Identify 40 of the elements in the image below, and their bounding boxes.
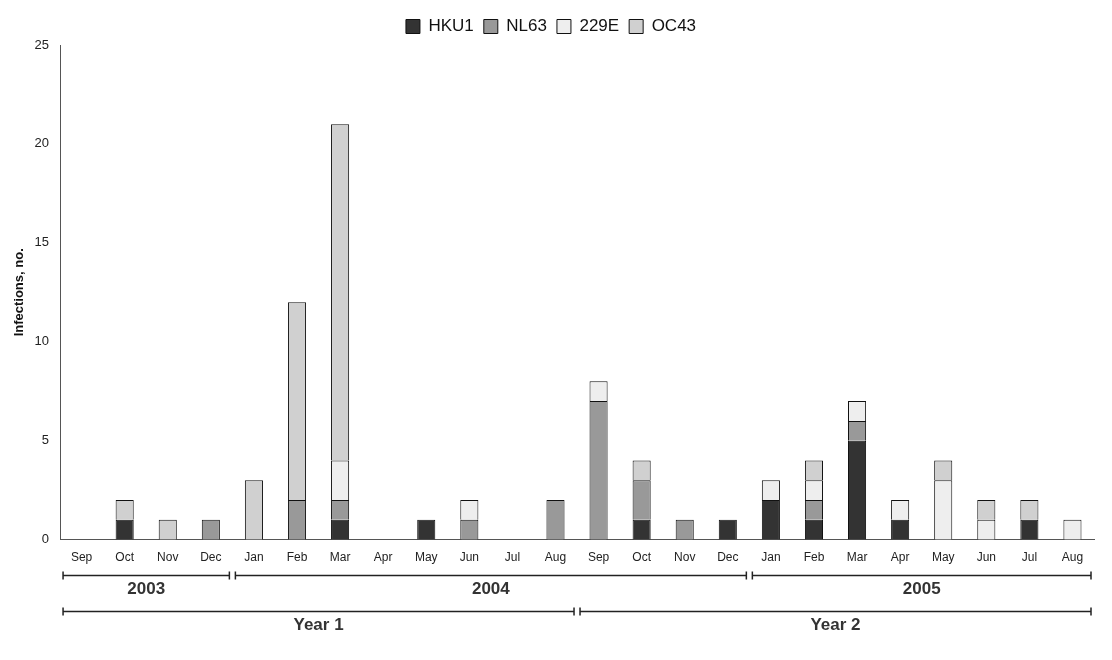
x-tick-label: Sep <box>587 550 610 565</box>
text: 2004 <box>471 578 511 598</box>
text: 2005 <box>902 578 941 598</box>
text: Year 2 <box>810 614 861 634</box>
legend-label: 229E <box>579 16 620 36</box>
x-tick-label: Sep <box>70 550 93 565</box>
legend-label: NL63 <box>506 16 547 36</box>
y-tick-label: 25 <box>34 36 50 52</box>
x-tick-label: May <box>931 550 955 565</box>
legend-label: OC43 <box>651 16 697 36</box>
x-tick-label: Jan <box>244 550 264 565</box>
legend-label: HKU1 <box>428 16 474 36</box>
x-tick-label: Mar <box>329 550 351 565</box>
y-tick-label: 15 <box>34 234 50 250</box>
x-tick-label: Nov <box>157 550 179 565</box>
x-tick-label: May <box>414 550 438 565</box>
x-tick-label: Dec <box>200 550 222 565</box>
y-axis-title: Infections, no. <box>11 248 27 337</box>
x-tick-label: Dec <box>717 550 739 565</box>
text: Year 1 <box>293 614 344 634</box>
y-tick-label: 0 <box>41 531 50 547</box>
x-tick-label: Jul <box>1021 550 1038 565</box>
x-tick-label: Oct <box>632 550 652 565</box>
x-tick-label: Jun <box>459 550 480 565</box>
x-tick-label: Aug <box>544 550 567 565</box>
x-tick-label: Feb <box>286 550 308 565</box>
x-tick-label: Apr <box>890 550 910 565</box>
y-tick-label: 5 <box>41 432 50 448</box>
x-tick-label: Oct <box>115 550 135 565</box>
x-tick-label: Mar <box>846 550 868 565</box>
x-tick-label: Aug <box>1061 550 1084 565</box>
x-tick-label: Apr <box>373 550 393 565</box>
y-tick-label: 20 <box>34 135 50 151</box>
x-tick-label: Nov <box>674 550 696 565</box>
y-tick-label: 10 <box>34 333 50 349</box>
text: 2003 <box>127 578 166 598</box>
x-tick-label: Jun <box>976 550 996 565</box>
x-tick-label: Jul <box>504 550 521 565</box>
x-tick-label: Jan <box>761 550 781 565</box>
x-tick-label: Feb <box>803 550 825 565</box>
